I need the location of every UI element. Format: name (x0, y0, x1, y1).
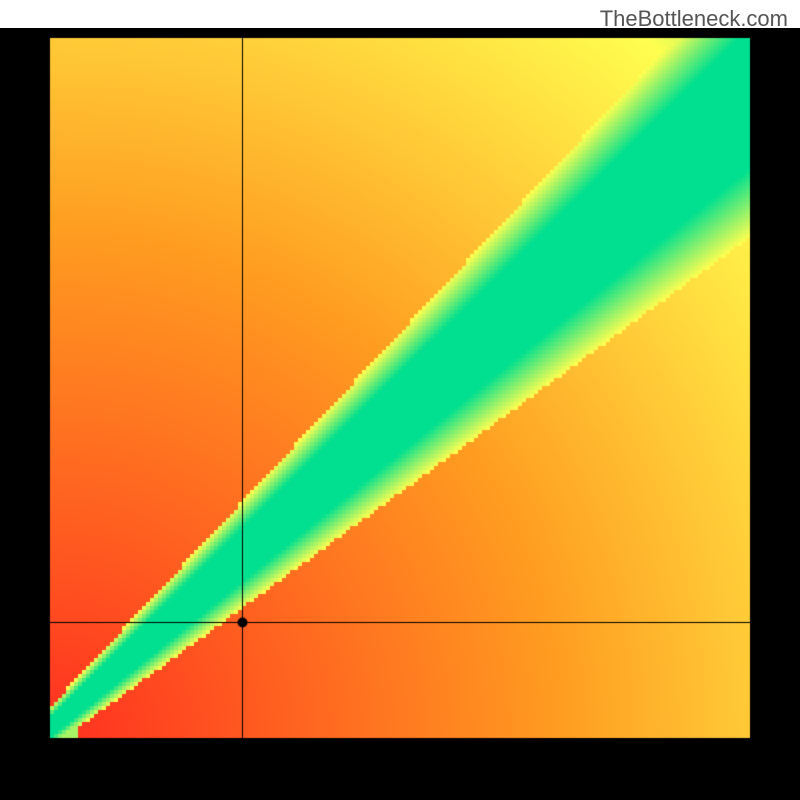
heatmap-canvas (0, 28, 800, 800)
watermark-text: TheBottleneck.com (600, 6, 788, 32)
chart-container: TheBottleneck.com (0, 0, 800, 800)
heatmap-chart (0, 28, 800, 800)
